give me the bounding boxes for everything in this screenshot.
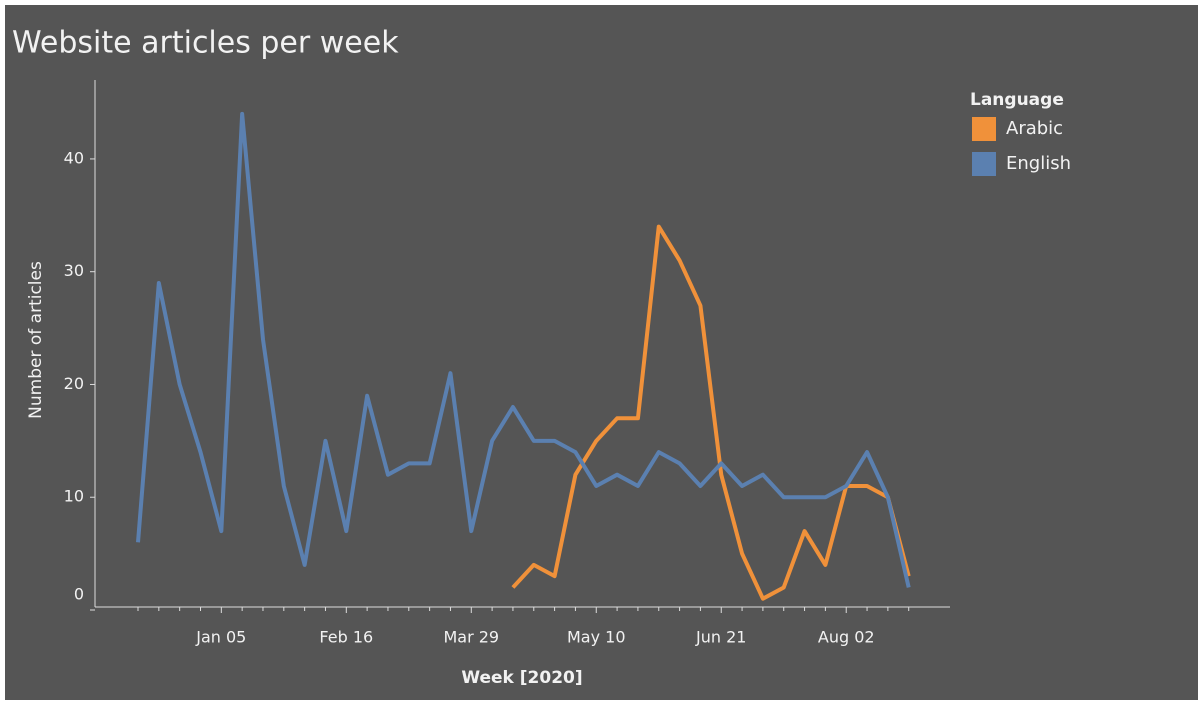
background — [5, 5, 1198, 700]
x-tick-label: Aug 02 — [818, 628, 875, 647]
x-tick-label: Feb 16 — [319, 628, 373, 647]
legend-swatch — [972, 117, 996, 141]
y-tick-label: 0 — [74, 585, 84, 604]
series-line — [136, 111, 911, 588]
legend-swatch — [972, 152, 996, 176]
y-tick-label: 30 — [64, 261, 84, 280]
y-tick-label: 20 — [64, 374, 84, 393]
legend-title: Language — [970, 90, 1064, 110]
x-tick-label: May 10 — [567, 628, 626, 647]
x-axis-label: Week [2020] — [461, 668, 582, 688]
y-axis-label: Number of articles — [26, 261, 46, 419]
x-tick-label: Jan 05 — [195, 628, 246, 647]
legend-label: English — [1006, 153, 1071, 174]
x-tick-label: Mar 29 — [443, 628, 499, 647]
y-tick-label: 40 — [64, 148, 84, 167]
series-line — [511, 224, 911, 601]
chart-title: Website articles per week — [12, 26, 399, 61]
legend-label: Arabic — [1006, 118, 1063, 139]
y-tick-label: 10 — [64, 487, 84, 506]
x-tick-label: Jun 21 — [695, 628, 746, 647]
